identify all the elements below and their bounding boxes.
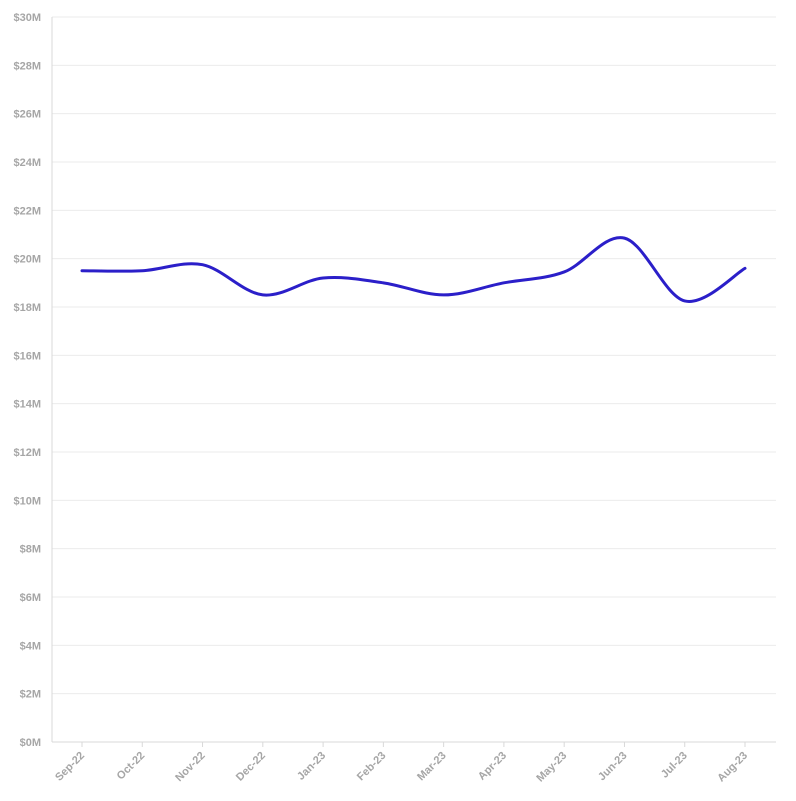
series-group — [80, 236, 747, 303]
y-tick-label: $8M — [20, 544, 41, 556]
y-tick-label: $22M — [13, 205, 41, 217]
y-tick-label: $2M — [20, 689, 41, 701]
x-tick-label: Jan-23 — [295, 750, 328, 783]
x-tick-label: Jul-23 — [659, 750, 690, 781]
y-axis: $0M $2M $4M $6M $8M $10M $12M $14M $16M $18M $20M $… — [13, 12, 53, 749]
x-tick-label: Nov-22 — [173, 750, 207, 784]
x-tick-label: Dec-22 — [234, 750, 268, 784]
x-tick-label: May-23 — [534, 750, 569, 785]
y-tick-label: $10M — [13, 495, 41, 507]
x-tick-label: Apr-23 — [476, 750, 509, 783]
y-tick-label: $4M — [20, 640, 41, 652]
x-tick-label: Feb-23 — [355, 750, 389, 784]
x-tick-label: Sep-22 — [53, 750, 87, 784]
x-tick-label: Mar-23 — [415, 750, 449, 784]
y-tick-label: $18M — [13, 302, 41, 314]
x-axis: Sep-22 Oct-22 Nov-22 Dec-22 Jan-23 Feb-23 Mar-… — [52, 741, 776, 785]
y-tick-label: $26M — [13, 109, 41, 121]
y-tick-label: $24M — [13, 157, 41, 169]
y-tick-label: $16M — [13, 350, 41, 362]
grid — [52, 16, 776, 743]
y-tick-label: $20M — [13, 254, 41, 266]
y-tick-label: $30M — [13, 12, 41, 24]
y-tick-label: $28M — [13, 60, 41, 72]
y-tick-label: $14M — [13, 399, 41, 411]
x-tick-label: Aug-23 — [715, 750, 750, 785]
y-tick-label: $6M — [20, 592, 41, 604]
x-tick-label: Jun-23 — [596, 750, 630, 784]
y-tick-label: $12M — [13, 447, 41, 459]
x-tick-label: Oct-22 — [115, 750, 148, 783]
y-tick-label: $0M — [20, 737, 41, 749]
series-line — [80, 236, 747, 303]
